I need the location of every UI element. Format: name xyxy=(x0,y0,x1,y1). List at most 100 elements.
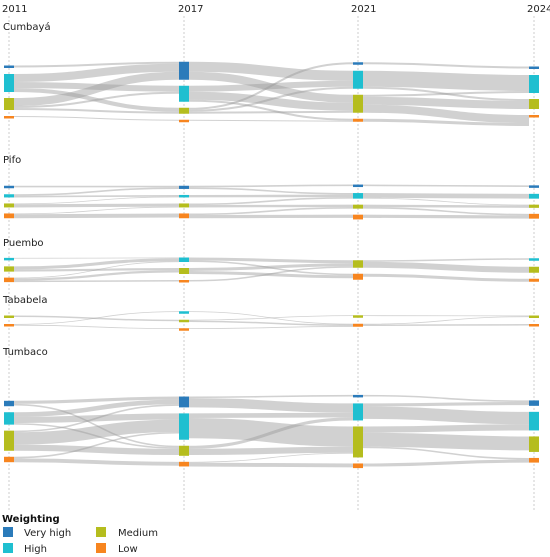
node-low-2011 xyxy=(4,213,14,219)
flow-link xyxy=(362,406,530,425)
node-very-high-2021 xyxy=(353,184,363,188)
flow-link xyxy=(188,62,354,110)
legend-swatch-medium xyxy=(96,527,106,537)
flow-link xyxy=(188,80,354,92)
node-low-2021 xyxy=(353,323,363,327)
flow-link xyxy=(362,459,530,467)
flow-link xyxy=(13,88,180,112)
node-medium-2011 xyxy=(4,203,14,208)
flow-link xyxy=(188,99,354,121)
flow-link xyxy=(13,419,180,445)
node-medium-2021 xyxy=(353,426,363,458)
node-low-2021 xyxy=(353,214,363,220)
flow-link xyxy=(188,197,354,206)
flow-link xyxy=(362,261,530,273)
flow-link xyxy=(13,399,180,417)
flow-link xyxy=(362,118,530,126)
flow-link xyxy=(188,394,354,399)
flow-link xyxy=(362,316,530,325)
flow-link xyxy=(188,86,354,112)
region-label-pifo: Pifo xyxy=(3,155,21,166)
node-high-2017 xyxy=(179,257,189,262)
flow-link xyxy=(362,193,530,199)
flow-link xyxy=(362,424,530,433)
flow-link xyxy=(188,417,354,449)
node-medium-2011 xyxy=(4,98,14,110)
flow-link xyxy=(188,418,354,447)
flow-link xyxy=(188,462,354,468)
category-nodes xyxy=(4,61,539,469)
flow-link xyxy=(362,432,530,451)
node-medium-2024 xyxy=(529,266,539,273)
flow-link xyxy=(188,271,354,279)
node-high-2011 xyxy=(4,194,14,198)
node-low-2021 xyxy=(353,273,363,280)
node-low-2017 xyxy=(179,213,189,219)
node-high-2017 xyxy=(179,194,189,198)
node-low-2011 xyxy=(4,324,14,327)
flow-link xyxy=(13,116,180,121)
node-medium-2017 xyxy=(179,268,189,274)
node-high-2017 xyxy=(179,413,189,440)
node-medium-2021 xyxy=(353,204,363,209)
flow-link xyxy=(13,196,180,205)
node-medium-2017 xyxy=(179,445,189,456)
node-low-2024 xyxy=(529,213,539,219)
flow-link xyxy=(13,268,180,272)
node-very-high-2024 xyxy=(529,66,539,69)
flow-link xyxy=(188,266,354,282)
node-high-2011 xyxy=(4,74,14,92)
node-low-2024 xyxy=(529,278,539,282)
flow-link xyxy=(13,404,180,433)
flow-link xyxy=(13,431,180,459)
flow-link xyxy=(13,315,180,322)
node-medium-2011 xyxy=(4,266,14,272)
flow-link xyxy=(188,452,354,463)
flow-link xyxy=(362,324,530,327)
node-very-high-2024 xyxy=(529,185,539,188)
flow-link xyxy=(13,203,180,208)
node-medium-2017 xyxy=(179,203,189,208)
flow-link xyxy=(13,61,180,68)
node-medium-2011 xyxy=(4,315,14,318)
flow-link xyxy=(362,401,530,407)
legend: Weighting Very high High Medium Low xyxy=(2,514,158,555)
legend-swatch-low xyxy=(96,543,106,553)
node-low-2017 xyxy=(179,461,189,467)
legend-swatch-high xyxy=(3,543,13,553)
flow-link xyxy=(362,62,530,69)
flow-link xyxy=(13,194,180,198)
node-high-2021 xyxy=(353,403,363,421)
legend-title: Weighting xyxy=(2,514,60,525)
flow-link xyxy=(13,403,180,448)
flow-link xyxy=(13,396,180,404)
node-very-high-2017 xyxy=(179,396,189,408)
flow-link xyxy=(188,91,354,111)
flow-link xyxy=(362,104,530,123)
flow-link xyxy=(13,91,180,108)
flow-link xyxy=(13,311,180,325)
node-low-2011 xyxy=(4,277,14,283)
legend-label-very-high: Very high xyxy=(24,528,71,539)
flow-link xyxy=(13,258,180,270)
flow-link xyxy=(362,258,530,262)
node-very-high-2021 xyxy=(353,394,363,398)
node-very-high-2017 xyxy=(179,61,189,80)
node-medium-2011 xyxy=(4,430,14,451)
region-label-tababela: Tababela xyxy=(2,295,47,306)
node-high-2011 xyxy=(4,257,14,261)
flow-link xyxy=(362,184,530,187)
flow-link xyxy=(13,71,180,106)
legend-swatch-very-high xyxy=(3,527,13,537)
node-very-high-2011 xyxy=(4,185,14,189)
flow-link xyxy=(13,108,180,114)
legend-label-low: Low xyxy=(118,544,138,555)
node-medium-2024 xyxy=(529,315,539,318)
flow-link xyxy=(188,446,354,456)
year-label-2021: 2021 xyxy=(351,4,376,15)
flow-link xyxy=(188,320,354,327)
flow-links xyxy=(13,61,530,468)
flow-link xyxy=(188,398,354,413)
node-low-2024 xyxy=(529,115,539,118)
